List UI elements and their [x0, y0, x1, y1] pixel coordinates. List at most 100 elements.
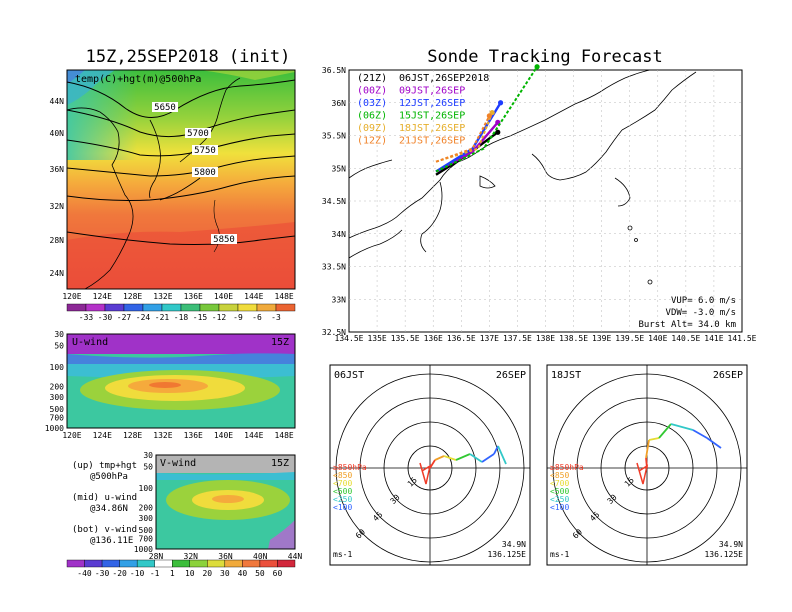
temp-colorbar-cell — [66, 303, 87, 312]
temp-colorbar-label: -21 — [155, 313, 170, 322]
temp-colorbar-label: -33 — [79, 313, 94, 322]
note-line: (mid) u-wind — [72, 493, 137, 503]
contour-label-bg — [192, 167, 218, 177]
hodograph-legend-item: <250 — [550, 495, 569, 504]
u-wind-p-tick: 50 — [54, 341, 64, 350]
wind-colorbar-cell — [259, 559, 278, 568]
hodograph-time: 06JST — [334, 370, 364, 381]
track-lon-tick: 141.5E — [728, 334, 757, 343]
v-wind-frame — [155, 454, 296, 550]
wind-colorbar-label: 30 — [220, 569, 230, 578]
launch-jst: 15JST,26SEP — [399, 111, 465, 122]
wind-colorbar-cell — [84, 559, 103, 568]
hodograph-legend-item: <850 — [550, 471, 569, 480]
hodograph-low-trace — [419, 462, 432, 485]
u-wind-time: 15Z — [271, 337, 289, 348]
contour-label: 5650 — [154, 103, 176, 113]
hodograph-legend-item: <500 — [550, 487, 569, 496]
launch-jst: 09JST,26SEP — [399, 86, 465, 97]
u-wind-label: U-wind — [72, 337, 108, 348]
map-lon-tick: 132E — [153, 292, 172, 301]
track-lon-tick: 135.5E — [391, 334, 420, 343]
u-wind-lon-tick: 136E — [184, 431, 203, 440]
hodograph-trace — [493, 445, 499, 455]
contour-labels: 5650 5700 5750 5800 5850 — [152, 102, 237, 245]
hodograph-low-trace — [636, 462, 649, 485]
v-wind-p-tick: 50 — [143, 462, 153, 471]
hodograph-trace — [658, 423, 672, 439]
v-wind-lat-tick: 40N — [253, 552, 268, 561]
wind-colorbar-cell — [207, 559, 226, 568]
track-lat-tick: 34N — [332, 230, 347, 239]
sonde-tracks — [435, 64, 540, 176]
u-wind-lon-tick: 120E — [62, 431, 81, 440]
v-wind-time: 15Z — [271, 458, 289, 469]
track-lat-tick: 36.5N — [322, 66, 346, 75]
track-lat-tick: 36N — [332, 99, 347, 108]
sonde-track — [435, 102, 502, 173]
temp-colorbar-label: -27 — [117, 313, 132, 322]
track-lon-tick: 139.5E — [615, 334, 644, 343]
vup-param: VUP= 6.0 m/s — [671, 296, 736, 306]
wind-colorbar-cell — [136, 559, 155, 568]
map-label: temp(C)+hgt(m)@500hPa — [75, 74, 201, 85]
map-lat-tick: 28N — [50, 236, 65, 245]
wind-colorbar-label: 1 — [170, 569, 175, 578]
v-wind-p-tick: 1000 — [134, 545, 153, 554]
track-lon-tick: 138.5E — [559, 334, 588, 343]
map-lat-tick: 36N — [50, 165, 65, 174]
hodograph-lon: 136.125E — [487, 550, 526, 559]
hodograph-trace — [648, 437, 660, 441]
u-wind-p-tick: 300 — [50, 393, 65, 402]
map-lat-tick: 40N — [50, 129, 65, 138]
track-lon-tick: 138E — [536, 334, 555, 343]
wind-colorbar-label: 40 — [238, 569, 248, 578]
v-wind-lat-tick: 44N — [288, 552, 303, 561]
temp-colorbar-cell — [123, 303, 144, 312]
sonde-burst-point — [486, 113, 492, 119]
map-lon-tick: 124E — [93, 292, 112, 301]
contour-label: 5700 — [187, 129, 209, 139]
hodograph-trace — [645, 439, 650, 459]
wind-colorbar-label: -1 — [150, 569, 160, 578]
wind-colorbar-label: -20 — [112, 569, 127, 578]
u-wind-p-tick: 100 — [50, 363, 65, 372]
hodograph-trace — [692, 429, 708, 439]
track-lat-tick: 32.5N — [322, 328, 346, 337]
contour-label-bg — [211, 234, 237, 244]
wind-colorbar-label: 60 — [273, 569, 283, 578]
temp-colorbar-cell — [180, 303, 201, 312]
u-wind-frame — [66, 333, 296, 429]
v-wind-p-tick: 700 — [139, 535, 154, 544]
wind-colorbar-cell — [224, 559, 243, 568]
sonde-track — [435, 115, 491, 163]
hodograph-trace — [497, 445, 507, 465]
v-wind-p-tick: 30 — [143, 451, 153, 460]
u-wind-lon-tick: 132E — [153, 431, 172, 440]
wind-colorbar-label: 50 — [255, 569, 265, 578]
u-wind-lon-tick: 128E — [123, 431, 142, 440]
launch-jst: 21JST,26SEP — [399, 136, 465, 147]
hodograph-06jst: 06JST 26SEP15304560≥850hPa<850<700<500<25… — [329, 364, 531, 566]
temp-colorbar-cell — [85, 303, 106, 312]
wind-colorbar-label: -10 — [130, 569, 145, 578]
track-lon-tick: 136.5E — [447, 334, 476, 343]
v-wind-p-tick: 300 — [139, 514, 154, 523]
hodograph-legend-item: <250 — [333, 495, 352, 504]
launch-jst: 12JST,26SEP — [399, 98, 465, 109]
note-line: (bot) v-wind — [72, 525, 137, 535]
sonde-burst-point — [495, 129, 501, 135]
wind-colorbar-cell — [242, 559, 261, 568]
hodograph-trace — [706, 437, 722, 449]
track-lon-tick: 135E — [367, 334, 386, 343]
map-axis-ticks: 44N 40N 36N 32N 28N 24N 120E 124E 128E 132E 136E 14… — [50, 97, 294, 301]
wind-colorbar-label: -30 — [95, 569, 110, 578]
hodograph-time: 18JST — [551, 370, 581, 381]
hodograph-legend-item: <100 — [333, 503, 352, 512]
hodograph-date: 26SEP — [713, 370, 743, 381]
track-lon-tick: 140E — [648, 334, 667, 343]
hodograph-lon: 136.125E — [704, 550, 743, 559]
hodograph-date: 26SEP — [496, 370, 526, 381]
map-lon-tick: 136E — [184, 292, 203, 301]
